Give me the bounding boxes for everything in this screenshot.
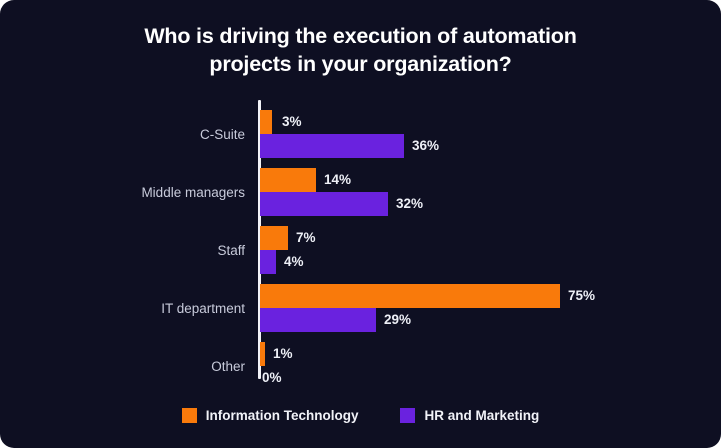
bar-value-staff-hr-and-marketing: 4% [284, 254, 304, 269]
bar-value-it-department-hr-and-marketing: 29% [384, 312, 412, 327]
bar-it-department-information-technology[interactable] [260, 284, 560, 308]
bar-c-suite-hr-and-marketing[interactable] [260, 134, 404, 158]
category-label-other: Other [211, 359, 245, 374]
category-label-it-department: IT department [161, 301, 245, 316]
category-group-it-department: IT department 75% 29% [0, 284, 721, 344]
legend-item-hr-and-marketing[interactable]: HR and Marketing [400, 408, 539, 423]
chart-title-line-2: projects in your organization? [209, 52, 512, 76]
legend-swatch-icon-information-technology [181, 408, 197, 423]
chart-title-line-1: Who is driving the execution of automati… [144, 24, 577, 48]
bar-value-it-department-information-technology: 75% [568, 288, 596, 303]
bar-middle-managers-hr-and-marketing[interactable] [260, 192, 388, 216]
bar-staff-information-technology[interactable] [260, 226, 288, 250]
bar-value-middle-managers-information-technology: 14% [324, 172, 352, 187]
chart-legend: Information Technology HR and Marketing [0, 408, 721, 423]
category-group-staff: Staff 7% 4% [0, 226, 721, 286]
category-label-middle-managers: Middle managers [141, 185, 245, 200]
category-group-c-suite: C-Suite 3% 36% [0, 110, 721, 170]
bar-it-department-hr-and-marketing[interactable] [260, 308, 376, 332]
legend-item-information-technology[interactable]: Information Technology [181, 408, 359, 423]
bar-value-other-information-technology: 1% [273, 346, 293, 361]
bar-other-information-technology[interactable] [260, 342, 265, 366]
bar-value-staff-information-technology: 7% [296, 230, 316, 245]
category-label-c-suite: C-Suite [199, 127, 245, 142]
legend-label-hr-and-marketing: HR and Marketing [424, 408, 540, 423]
category-label-staff: Staff [217, 243, 245, 258]
bar-staff-hr-and-marketing[interactable] [260, 250, 276, 274]
category-group-other: Other 1% 0% [0, 342, 721, 402]
bar-value-c-suite-information-technology: 3% [282, 114, 302, 129]
bar-middle-managers-information-technology[interactable] [260, 168, 316, 192]
legend-swatch-icon-hr-and-marketing [400, 408, 416, 423]
bar-value-c-suite-hr-and-marketing: 36% [412, 138, 440, 153]
category-group-middle-managers: Middle managers 14% 32% [0, 168, 721, 228]
bar-value-other-hr-and-marketing: 0% [262, 370, 282, 385]
bar-c-suite-information-technology[interactable] [260, 110, 272, 134]
page-title: Who is driving the execution of automati… [70, 22, 651, 78]
bar-value-middle-managers-hr-and-marketing: 32% [396, 196, 424, 211]
legend-label-information-technology: Information Technology [205, 408, 359, 423]
y-axis-line [258, 100, 261, 379]
